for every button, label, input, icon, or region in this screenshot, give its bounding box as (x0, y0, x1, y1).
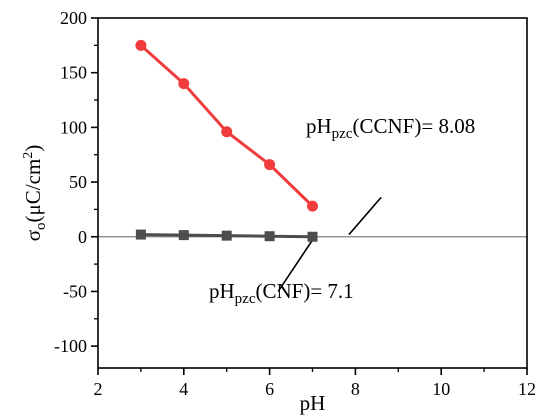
series-0-point (264, 159, 276, 171)
annotation-cnf-main: pH (209, 279, 235, 303)
series-layer (135, 39, 318, 242)
series-line-0 (139, 44, 314, 208)
y-axis-title-unit: (μC/cm (21, 159, 45, 223)
x-axis-title: pH (300, 391, 326, 415)
annotation-cnf-rest: (CNF)= 7.1 (256, 279, 354, 303)
x-tick-label: 10 (432, 379, 450, 399)
x-tick-label: 6 (265, 379, 274, 399)
x-tick-label: 2 (94, 379, 103, 399)
annotation-ccnf-subscript: pzc (332, 126, 353, 142)
y-tick-label: 0 (78, 227, 87, 247)
series-0-point (307, 200, 318, 212)
x-axis-ticks: 2 4 6 8 10 12 (94, 368, 536, 399)
series-1-point (178, 230, 189, 241)
x-tick-label: 12 (518, 379, 536, 399)
y-axis-title-close: ) (21, 145, 45, 152)
y-tick-label: 50 (69, 172, 87, 192)
plot-frame (97, 17, 528, 369)
annotation-ccnf-main: pH (306, 114, 332, 138)
series-1-point (221, 230, 232, 241)
y-tick-label: 200 (60, 8, 87, 28)
y-axis-ticks: 200 150 100 50 0 -50 -100 (54, 8, 98, 356)
annotation-line-ccnf (348, 196, 382, 236)
series-1-point (264, 231, 275, 242)
y-axis-title: σo(μC/cm2) (21, 145, 49, 242)
annotation-cnf-subscript: pzc (235, 291, 256, 307)
y-tick-label: -50 (63, 281, 87, 301)
y-axis-title-superscript: 2 (21, 152, 36, 159)
y-axis-title-symbol: σ (21, 230, 45, 241)
x-tick-label: 8 (351, 379, 360, 399)
annotation-ccnf: pHpzc(CCNF)= 8.08 (306, 114, 475, 142)
annotation-line-cnf (277, 236, 316, 292)
x-tick-label: 4 (179, 379, 188, 399)
annotation-cnf: pHpzc(CNF)= 7.1 (209, 279, 354, 307)
y-tick-label: 100 (60, 117, 87, 137)
y-tick-label: -100 (54, 336, 87, 356)
series-1-point (135, 229, 146, 240)
annotation-ccnf-rest: (CCNF)= 8.08 (353, 114, 476, 138)
series-0-point (178, 78, 190, 90)
series-0-point (221, 126, 233, 138)
y-tick-label: 150 (60, 63, 87, 83)
series-1-point (307, 231, 318, 242)
series-0-point (135, 39, 147, 51)
y-axis-title-subscript: o (33, 222, 49, 230)
